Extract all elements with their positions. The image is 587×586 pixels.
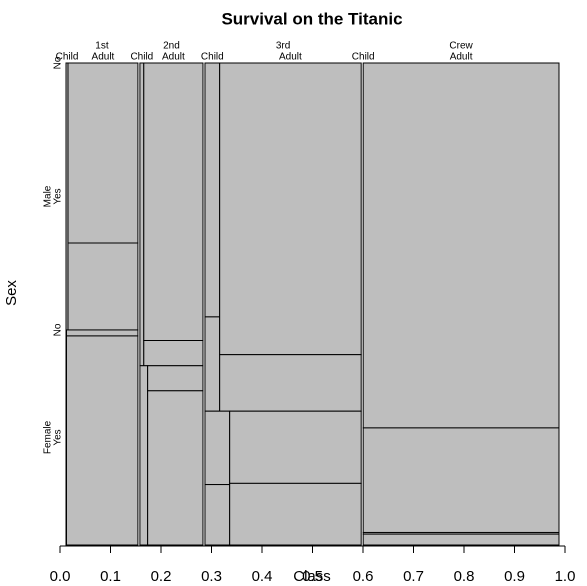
sex-label: Male <box>43 185 54 207</box>
survived-label: Yes <box>53 188 64 204</box>
x-tick-label: 0.7 <box>403 568 424 585</box>
class-label: 1st <box>95 41 109 52</box>
age-label: Child <box>201 52 224 63</box>
mosaic-cell <box>143 62 204 342</box>
mosaic-cell <box>204 316 221 412</box>
mosaic-cell <box>219 62 362 356</box>
x-tick-label: 0.6 <box>353 568 374 585</box>
mosaic-cell <box>204 410 231 486</box>
mosaic-cell <box>147 365 204 392</box>
mosaic-cell <box>362 427 560 533</box>
age-label: Adult <box>279 52 302 63</box>
mosaic-cell <box>65 329 139 337</box>
mosaic-cell <box>219 354 362 412</box>
mosaic-cell <box>67 62 139 244</box>
x-tick-label: 0.1 <box>100 568 121 585</box>
age-label: Child <box>130 52 153 63</box>
age-label: Child <box>56 52 79 63</box>
mosaic-cell <box>204 484 231 546</box>
x-tick-label: 0.9 <box>504 568 525 585</box>
age-label: Adult <box>450 52 473 63</box>
mosaic-cell <box>67 242 139 331</box>
survived-label: Yes <box>53 429 64 445</box>
x-tick-label: 0.2 <box>151 568 172 585</box>
x-tick-label: 0.8 <box>454 568 475 585</box>
age-label: Adult <box>92 52 115 63</box>
chart-title: Survival on the Titanic <box>221 9 402 28</box>
class-label: 2nd <box>163 41 180 52</box>
mosaic-cell <box>204 62 221 318</box>
x-axis-label: Class <box>293 568 331 585</box>
mosaic-cell <box>65 335 139 546</box>
mosaic-cell <box>147 390 204 546</box>
mosaic-cell <box>229 410 362 484</box>
x-tick-label: 0.3 <box>201 568 222 585</box>
sex-label: Female <box>43 420 54 454</box>
class-label: Crew <box>449 41 473 52</box>
mosaic-cell <box>143 340 204 367</box>
age-label: Adult <box>162 52 185 63</box>
survived-label: No <box>53 56 64 69</box>
x-tick-label: 1.0 <box>555 568 576 585</box>
x-tick-label: 0.4 <box>252 568 273 585</box>
mosaic-cell <box>362 62 560 429</box>
mosaic-cell <box>229 482 362 546</box>
survived-label: No <box>53 323 64 336</box>
age-label: Child <box>352 52 375 63</box>
x-tick-label: 0.0 <box>50 568 71 585</box>
class-label: 3rd <box>276 41 290 52</box>
mosaic-cell <box>139 365 149 546</box>
y-axis-label: Sex <box>3 280 20 306</box>
mosaic-cell <box>139 62 145 367</box>
mosaic-cell <box>362 533 560 546</box>
x-tick-label: 0.5 <box>302 568 323 585</box>
